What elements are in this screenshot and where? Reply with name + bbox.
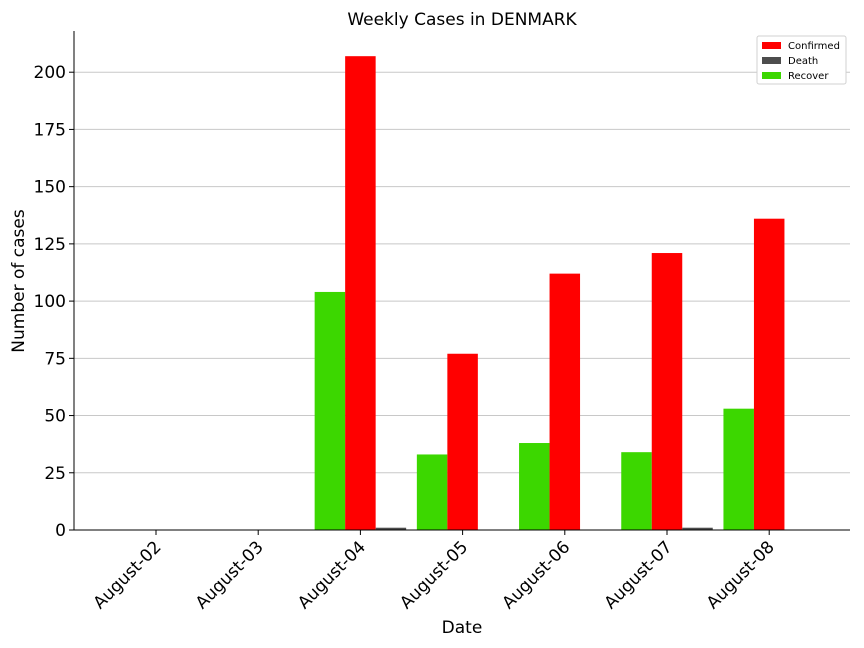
legend: Confirmed Death Recover <box>756 35 847 85</box>
bar-recover-august-08 <box>723 408 754 530</box>
x-tick-label: August-04 <box>294 537 370 613</box>
x-tick-label: August-06 <box>498 537 574 613</box>
legend-swatch-confirmed <box>762 42 781 49</box>
chart-title: Weekly Cases in DENMARK <box>347 10 577 30</box>
bar-death-august-04 <box>375 527 407 530</box>
bar-confirmed-august-06 <box>549 273 581 530</box>
bar-death-august-07 <box>682 527 713 530</box>
y-tick-label: 100 <box>34 292 66 312</box>
y-tick-label: 150 <box>34 178 66 198</box>
legend-swatch-death <box>762 57 781 64</box>
x-tick-label: August-08 <box>703 537 779 613</box>
y-axis-label: Number of cases <box>9 209 29 353</box>
y-tick-label: 25 <box>44 464 66 484</box>
x-tick-label: August-02 <box>90 537 166 613</box>
y-tick-label: 200 <box>34 63 66 83</box>
x-tick-label: August-07 <box>601 537 677 613</box>
bar-confirmed-august-05 <box>447 353 478 530</box>
x-tick-label: August-05 <box>396 537 472 613</box>
y-tick-label: 50 <box>44 407 66 427</box>
x-tick-label: August-03 <box>192 537 268 613</box>
x-ticks: August-02 August-03 August-04 August-05 Augu… <box>90 530 779 613</box>
bars <box>314 56 785 531</box>
y-tick-label: 0 <box>55 521 66 541</box>
bar-recover-august-06 <box>519 443 550 530</box>
legend-label-recover: Recover <box>788 71 829 82</box>
legend-label-confirmed: Confirmed <box>788 41 840 52</box>
bar-recover-august-07 <box>621 452 652 530</box>
bar-recover-august-05 <box>416 454 448 530</box>
bar-confirmed-august-07 <box>651 253 683 530</box>
y-ticks: 0 25 50 75 100 125 150 175 200 <box>34 63 74 541</box>
legend-swatch-recover <box>762 72 781 79</box>
bar-confirmed-august-04 <box>345 56 376 531</box>
bar-recover-august-04 <box>314 291 346 530</box>
y-tick-label: 175 <box>34 120 66 140</box>
bar-confirmed-august-08 <box>753 218 785 530</box>
x-axis-label: Date <box>442 618 483 638</box>
y-tick-label: 75 <box>44 349 66 369</box>
legend-label-death: Death <box>788 56 818 67</box>
y-tick-label: 125 <box>34 235 66 255</box>
